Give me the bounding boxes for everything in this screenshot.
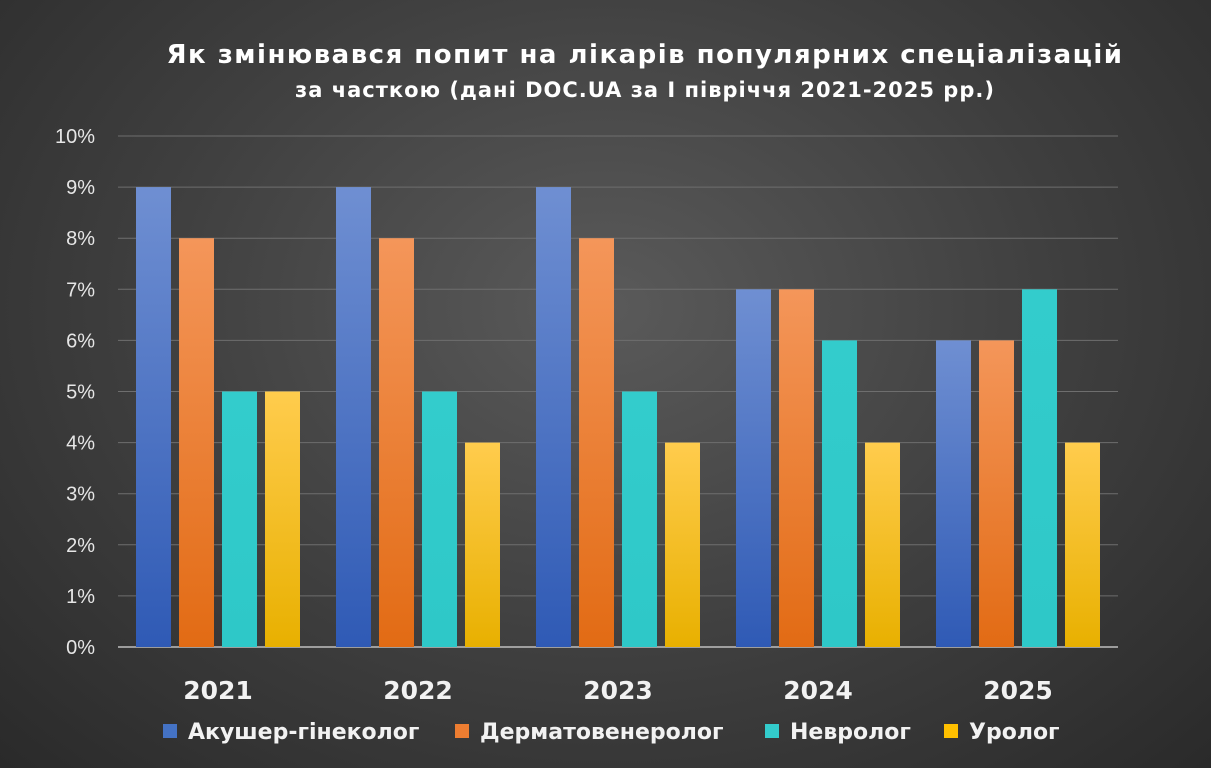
bar-2023-4	[665, 442, 700, 647]
bar-2025-2	[979, 340, 1014, 647]
bar-2024-2	[779, 289, 814, 647]
legend-swatch	[765, 724, 779, 738]
y-tick-label: 3%	[66, 484, 95, 506]
x-tick-label: 2023	[583, 676, 653, 705]
bars	[136, 187, 1100, 647]
bar-2024-3	[822, 340, 857, 647]
bar-2022-3	[422, 391, 457, 647]
legend-swatch	[163, 724, 177, 738]
bar-2025-1	[936, 340, 971, 647]
bar-2022-2	[379, 238, 414, 647]
bar-2021-1	[136, 187, 171, 647]
legend: Акушер-гінеколог Дерматовенеролог Невролог…	[163, 720, 1060, 745]
bar-2023-2	[579, 238, 614, 647]
bar-2021-3	[222, 391, 257, 647]
bar-2024-1	[736, 289, 771, 647]
bar-2021-4	[265, 391, 300, 647]
y-tick-label: 9%	[66, 177, 95, 199]
x-tick-label: 2025	[983, 676, 1053, 705]
y-tick-label: 2%	[66, 535, 95, 557]
y-tick-label: 4%	[66, 433, 95, 455]
legend-label: Уролог	[969, 720, 1060, 745]
x-tick-label: 2021	[183, 676, 253, 705]
bar-2025-4	[1065, 442, 1100, 647]
bar-2021-2	[179, 238, 214, 647]
y-tick-label: 10%	[55, 126, 95, 148]
bar-2023-1	[536, 187, 571, 647]
x-axis-ticks: 2021 2022 2023 2024 2025	[183, 676, 1053, 705]
chart-subtitle: за часткою (дані DOC.UA за І півріччя 20…	[295, 78, 995, 102]
bar-2022-4	[465, 442, 500, 647]
bar-2023-3	[622, 391, 657, 647]
x-tick-label: 2022	[383, 676, 453, 705]
legend-label: Акушер-гінеколог	[188, 720, 419, 745]
y-tick-label: 1%	[66, 586, 95, 608]
y-tick-label: 6%	[66, 330, 95, 352]
y-axis-ticks: 0% 1% 2% 3% 4% 5% 6% 7% 8% 9% 10%	[55, 126, 95, 659]
y-tick-label: 0%	[66, 637, 95, 659]
chart-title: Як змінювався попит на лікарів популярни…	[166, 40, 1123, 70]
legend-label: Дерматовенеролог	[480, 720, 724, 745]
bar-2022-1	[336, 187, 371, 647]
y-tick-label: 7%	[66, 279, 95, 301]
bar-2025-3	[1022, 289, 1057, 647]
bar-2024-4	[865, 442, 900, 647]
legend-swatch	[944, 724, 958, 738]
y-tick-label: 5%	[66, 382, 95, 404]
x-tick-label: 2024	[783, 676, 853, 705]
legend-swatch	[455, 724, 469, 738]
y-tick-label: 8%	[66, 228, 95, 250]
legend-label: Невролог	[790, 720, 911, 745]
